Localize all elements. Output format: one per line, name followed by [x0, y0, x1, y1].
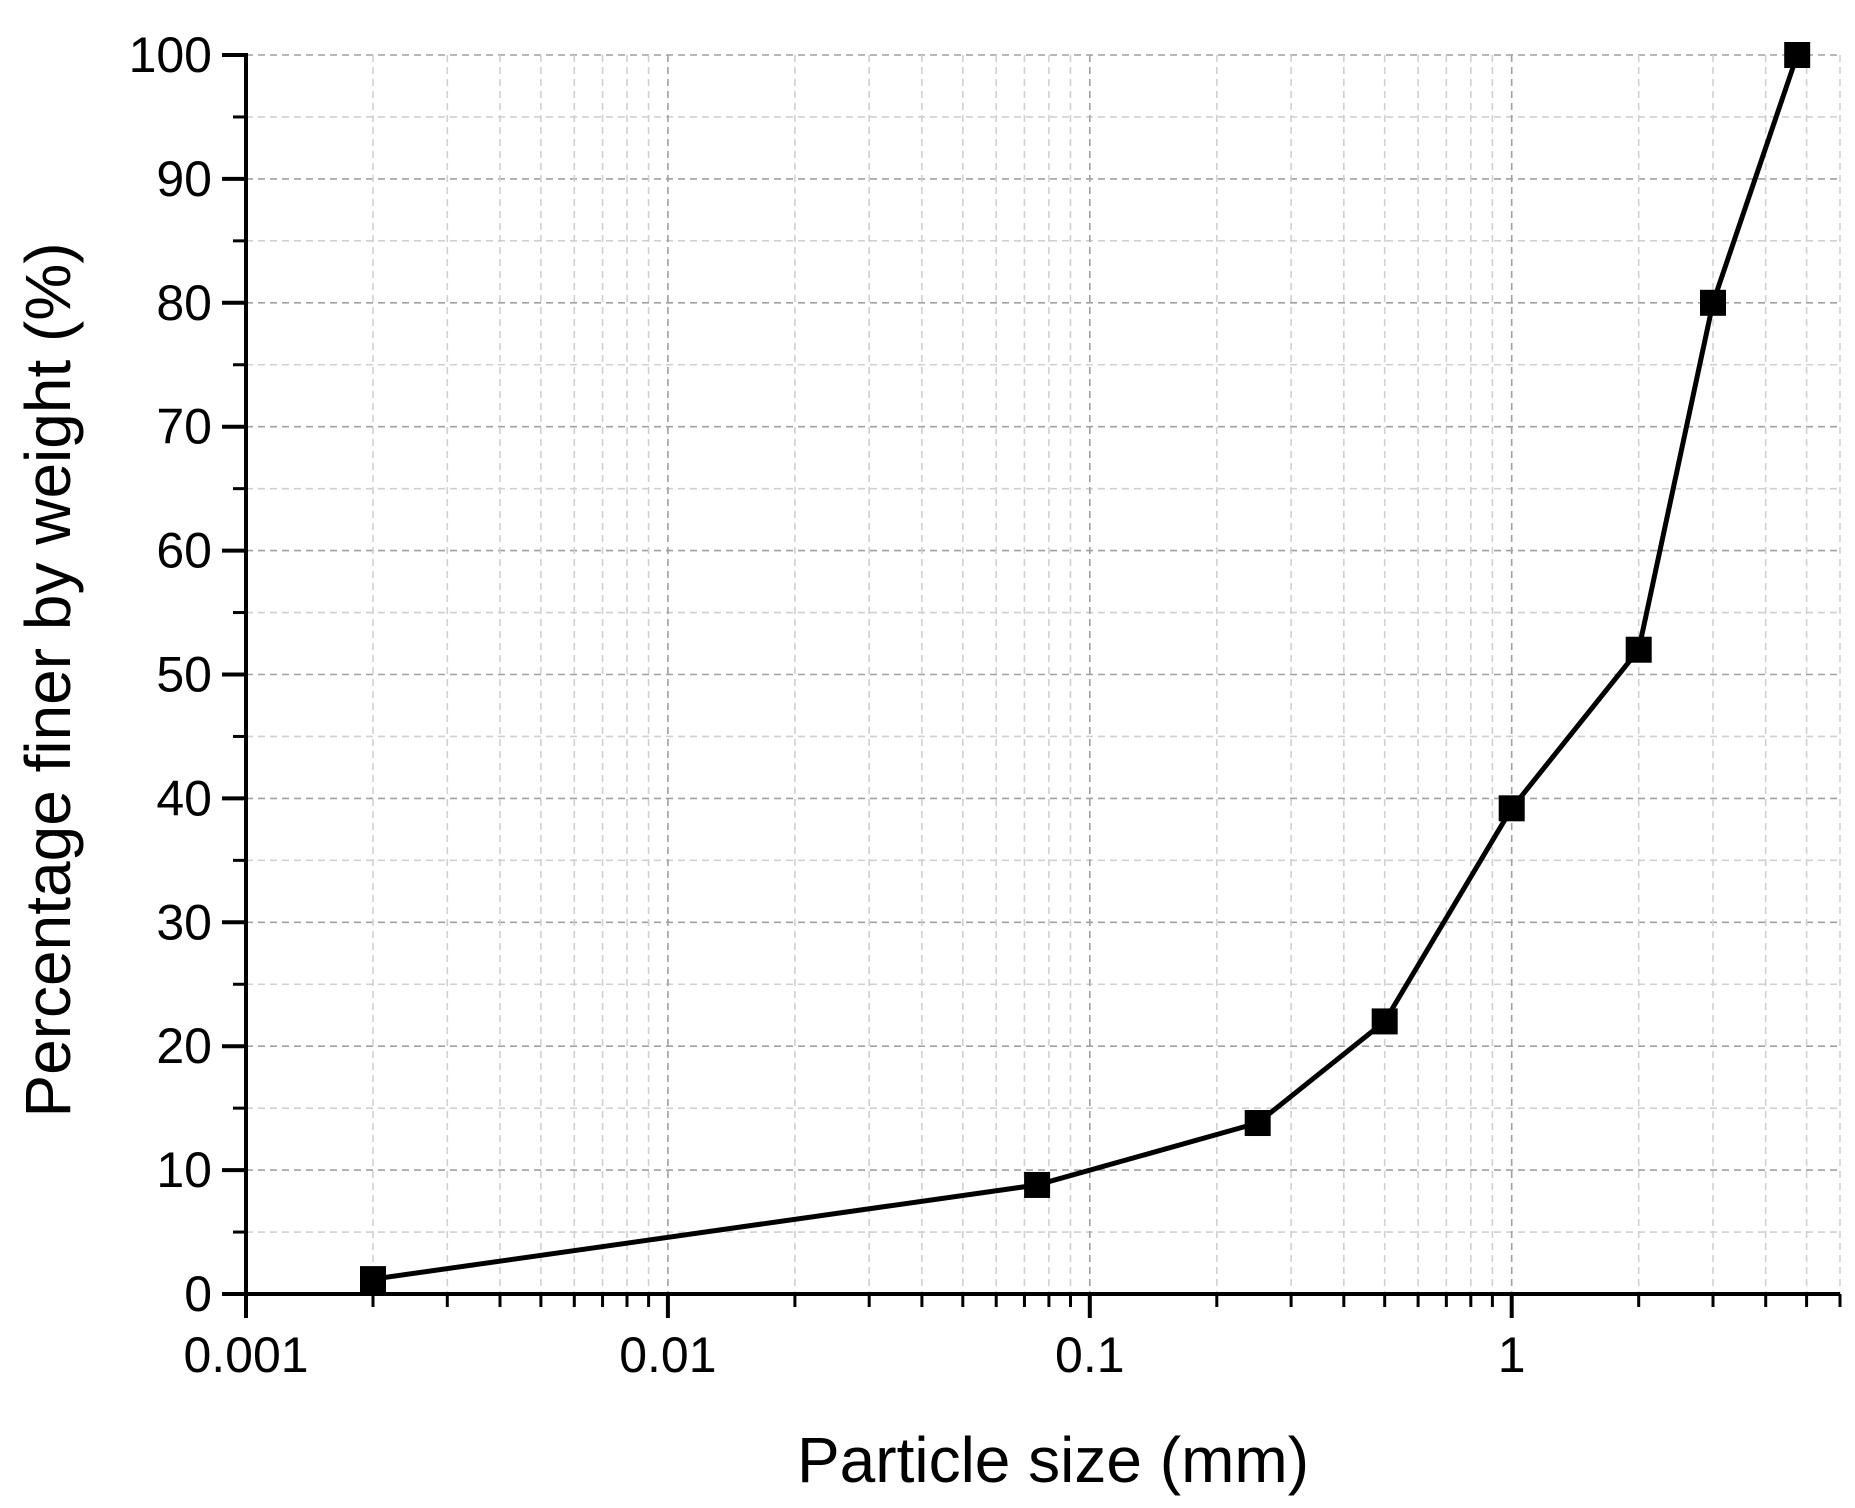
x-tick-label: 0.01: [619, 1327, 716, 1383]
y-tick-label: 100: [129, 27, 212, 83]
data-point-marker: [1625, 636, 1652, 663]
data-point-marker: [1498, 795, 1525, 822]
y-tick-label: 40: [156, 770, 212, 826]
y-tick-label: 60: [156, 523, 212, 579]
data-point-marker: [1371, 1008, 1398, 1035]
y-axis-title: Percentage finer by weight (%): [12, 242, 84, 1117]
y-tick-label: 30: [156, 894, 212, 950]
y-tick-label: 0: [184, 1266, 212, 1322]
data-point-marker: [1784, 42, 1811, 68]
series-line: [372, 54, 1800, 1282]
y-tick-label: 20: [156, 1018, 212, 1074]
grid: [246, 54, 1841, 1294]
data-series: [360, 42, 1811, 1293]
x-tick-label: 0.1: [1055, 1327, 1125, 1383]
x-tick-label: 0.001: [183, 1327, 308, 1383]
data-point-marker: [1244, 1110, 1271, 1137]
x-tick-label: 1: [1498, 1327, 1526, 1383]
y-tick-label: 80: [156, 275, 212, 331]
x-axis-title: Particle size (mm): [797, 1424, 1309, 1496]
data-point-marker: [1699, 289, 1726, 316]
y-tick-label: 70: [156, 399, 212, 455]
data-point-marker: [360, 1266, 387, 1293]
y-tick-label: 50: [156, 647, 212, 703]
y-tick-label: 10: [156, 1142, 212, 1198]
ticks: 0 10 20 30 40 50 60 70 80 90 100 0.001 0.01 0.1 1: [129, 27, 1842, 1383]
y-tick-label: 90: [156, 151, 212, 207]
data-point-marker: [1024, 1171, 1051, 1198]
